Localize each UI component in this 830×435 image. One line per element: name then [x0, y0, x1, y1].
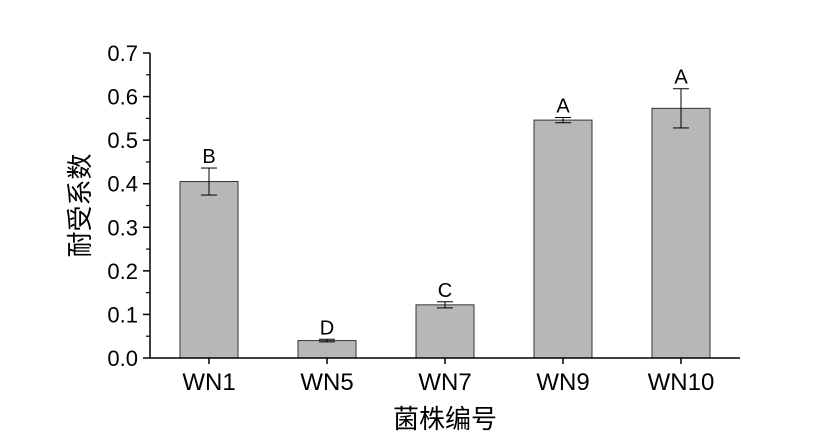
bar-WN7	[415, 304, 475, 359]
x-tick-label-WN10: WN10	[648, 369, 715, 396]
y-ticks-group: 0.0 0.1 0.2 0.3 0.4 0.5 0.6 0.7	[107, 41, 150, 371]
y-tick-label: 0.7	[107, 41, 138, 66]
x-axis-title: 菌株编号	[393, 405, 497, 435]
y-tick-label: 0.4	[107, 172, 138, 197]
x-tick-label-WN5: WN5	[300, 369, 353, 396]
y-tick-label: 0.6	[107, 85, 138, 110]
y-axis-title: 耐受系数	[66, 153, 96, 257]
significance-label-WN9: A	[556, 95, 570, 117]
y-tick-label: 0.2	[107, 259, 138, 284]
y-tick-label: 0.5	[107, 128, 138, 153]
x-tick-label-WN7: WN7	[418, 369, 471, 396]
x-tick-label-WN1: WN1	[182, 369, 235, 396]
bar-WN5	[297, 340, 357, 359]
significance-label-WN10: A	[674, 67, 688, 89]
bar-WN1	[179, 181, 239, 359]
bars-group: B D C A A	[179, 67, 711, 359]
bar-WN9	[533, 119, 593, 359]
x-ticks-group: WN1 WN5 WN7 WN9 WN10	[182, 358, 714, 396]
bar-WN10	[651, 107, 711, 359]
significance-label-WN7: C	[438, 280, 452, 302]
y-tick-label: 0.0	[107, 346, 138, 371]
significance-label-WN5: D	[320, 317, 334, 339]
significance-label-WN1: B	[202, 146, 215, 168]
x-tick-label-WN9: WN9	[536, 369, 589, 396]
y-tick-label: 0.3	[107, 215, 138, 240]
y-tick-label: 0.1	[107, 302, 138, 327]
